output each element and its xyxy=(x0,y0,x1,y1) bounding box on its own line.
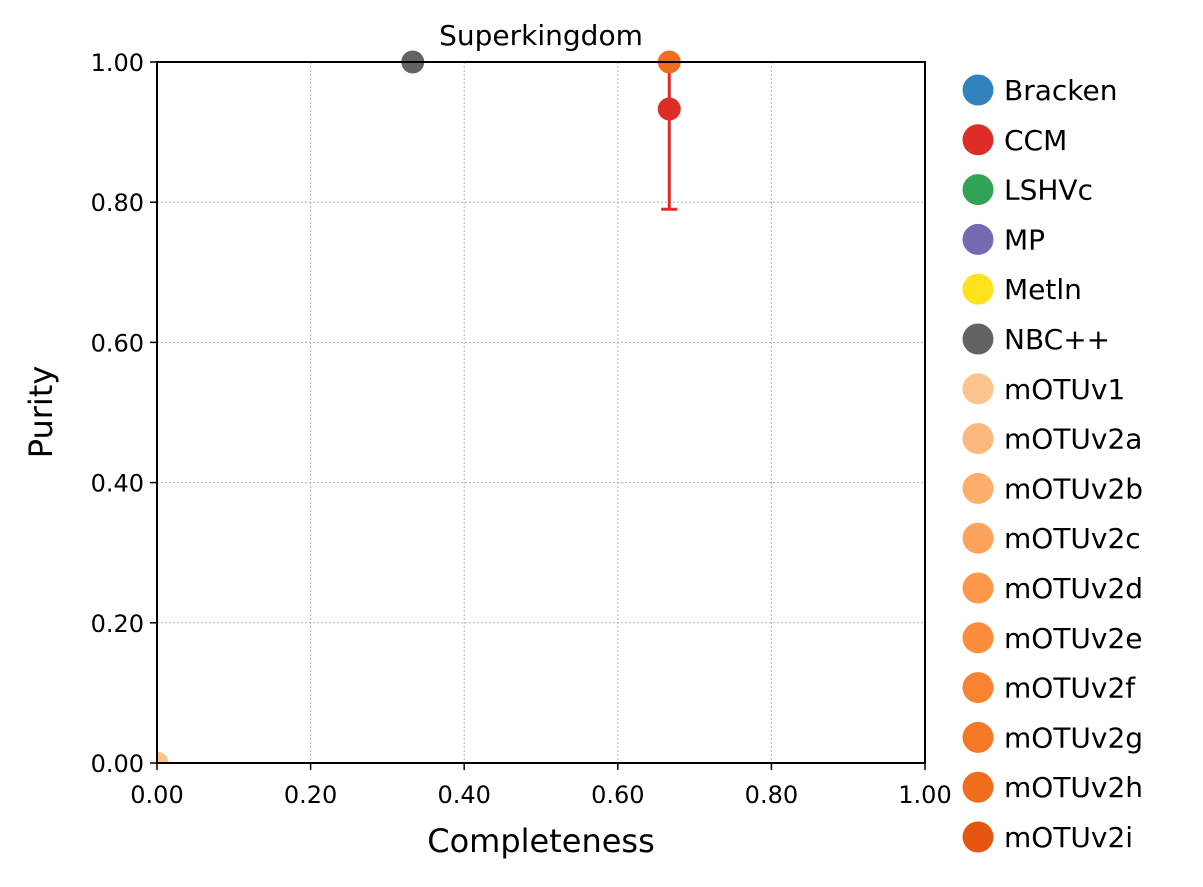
legend-label: mOTUv2g xyxy=(1004,721,1143,754)
legend-marker xyxy=(962,672,994,704)
legend-label: Metln xyxy=(1004,273,1082,306)
x-tick-label: 0.80 xyxy=(745,781,798,809)
legend-marker xyxy=(962,423,994,455)
y-tick-label: 0.00 xyxy=(91,750,144,778)
y-tick-label: 0.60 xyxy=(91,329,144,357)
legend-marker xyxy=(962,174,994,206)
chart-title: Superkingdom xyxy=(439,19,643,52)
legend-marker xyxy=(962,472,994,504)
legend-marker xyxy=(962,572,994,604)
y-tick-label: 0.40 xyxy=(91,470,144,498)
plot-frame xyxy=(156,61,926,764)
x-tick-label: 1.00 xyxy=(898,781,951,809)
legend-label: mOTUv1 xyxy=(1004,373,1125,406)
legend-marker xyxy=(962,323,994,355)
x-tick-label: 0.20 xyxy=(284,781,337,809)
y-tick-label: 0.80 xyxy=(91,189,144,217)
legend-marker xyxy=(962,821,994,853)
y-tick-label: 1.00 xyxy=(91,49,144,77)
legend-label: MP xyxy=(1004,223,1045,256)
legend-marker xyxy=(962,771,994,803)
legend-label: mOTUv2c xyxy=(1004,522,1141,555)
legend-label: mOTUv2a xyxy=(1004,423,1142,456)
axes: 0.00 0.20 0.40 0.60 0.80 1.00 0.00 0.20 0.40 0.60… xyxy=(91,49,952,809)
legend-label: NBC++ xyxy=(1004,323,1110,356)
legend-marker xyxy=(962,373,994,405)
legend-label: mOTUv2h xyxy=(1004,771,1143,804)
legend-label: mOTUv2b xyxy=(1004,472,1143,505)
legend-marker xyxy=(962,223,994,255)
x-tick-label: 0.00 xyxy=(130,781,183,809)
legend-label: Bracken xyxy=(1004,74,1117,107)
legend-label: mOTUv2e xyxy=(1004,622,1143,655)
legend-marker xyxy=(962,622,994,654)
legend-label: LSHVc xyxy=(1004,174,1093,207)
legend-label: mOTUv2d xyxy=(1004,572,1143,605)
legend-label: mOTUv2i xyxy=(1004,821,1133,854)
legend-marker xyxy=(962,721,994,753)
legend-marker xyxy=(962,124,994,156)
data-point xyxy=(657,97,681,121)
legend-label: CCM xyxy=(1004,124,1067,157)
x-axis-title: Completeness xyxy=(427,822,655,860)
legend-label: mOTUv2f xyxy=(1004,672,1136,705)
grid xyxy=(156,61,926,764)
legend: Bracken CCM LSHVc MP Metln NBC++ mOTUv1 mOTUv2a… xyxy=(962,74,1143,854)
data-point xyxy=(157,751,169,763)
x-tick-label: 0.60 xyxy=(591,781,644,809)
legend-marker xyxy=(962,522,994,554)
data-marks xyxy=(157,50,681,763)
legend-marker xyxy=(962,273,994,305)
y-axis-title: Purity xyxy=(22,366,60,459)
x-tick-label: 0.40 xyxy=(437,781,490,809)
legend-marker xyxy=(962,74,994,106)
y-tick-label: 0.20 xyxy=(91,610,144,638)
